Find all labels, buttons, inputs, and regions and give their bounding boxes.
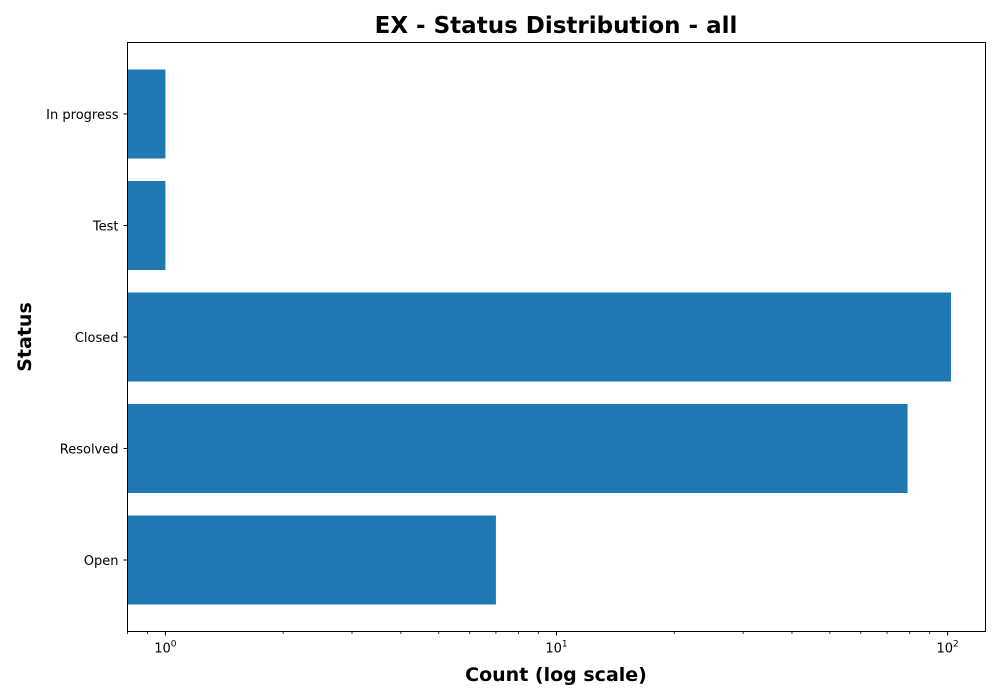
chart-title: EX - Status Distribution - all — [375, 13, 738, 39]
bar-open — [127, 515, 496, 605]
y-ticks: In progress Test Closed Resolved Open — [46, 108, 128, 569]
y-tick-label: Open — [84, 554, 119, 569]
x-axis-label: Count (log scale) — [465, 664, 647, 686]
y-tick-label: Test — [92, 220, 119, 235]
y-tick-label: Closed — [75, 331, 119, 346]
bar-test — [127, 181, 166, 270]
x-tick-label: 102 — [936, 640, 958, 657]
x-tick-label: 101 — [545, 640, 567, 657]
plot-area-frame — [127, 42, 986, 632]
y-tick-label: In progress — [46, 108, 119, 123]
y-tick-label: Resolved — [60, 443, 119, 458]
x-ticks: 100 101 102 — [127, 631, 959, 657]
bars-layer — [127, 69, 951, 605]
y-axis-label: Status — [14, 302, 36, 372]
bar-in-progress — [127, 69, 166, 159]
x-tick-label: 100 — [154, 640, 177, 657]
bar-closed — [127, 292, 951, 382]
bar-resolved — [127, 404, 908, 493]
